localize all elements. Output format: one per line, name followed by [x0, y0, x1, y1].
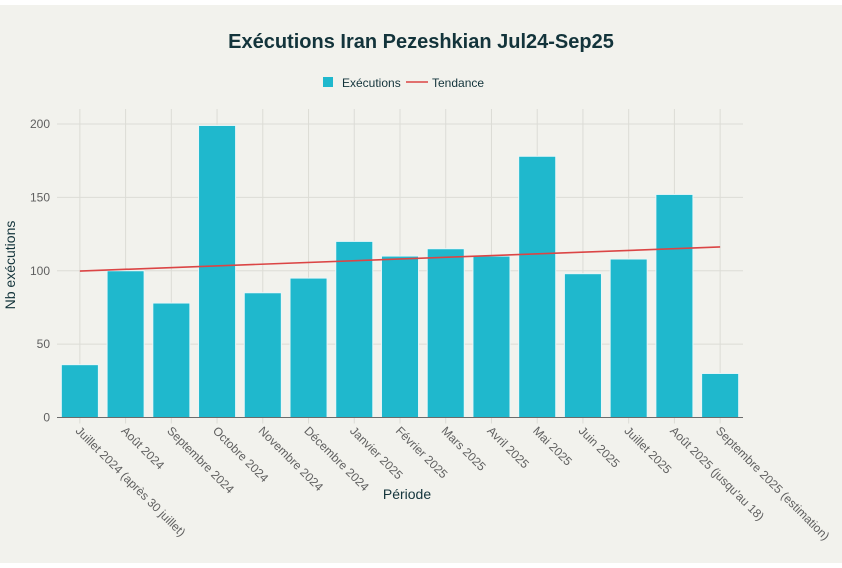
- y-axis-title: Nb exécutions: [2, 221, 18, 310]
- y-tick-label: 200: [30, 117, 50, 131]
- x-axis-title: Période: [383, 486, 431, 502]
- y-tick-label: 0: [43, 411, 50, 425]
- x-tick-label: Juin 2025: [576, 424, 623, 471]
- bar[interactable]: [60, 364, 99, 419]
- bar[interactable]: [563, 273, 602, 418]
- bar[interactable]: [426, 248, 465, 418]
- bar[interactable]: [152, 302, 191, 418]
- bar[interactable]: [106, 270, 145, 418]
- bar[interactable]: [198, 124, 237, 418]
- x-tick-label: Août 2024: [118, 424, 167, 473]
- y-tick-label: 50: [37, 337, 51, 351]
- chart-title: Exécutions Iran Pezeshkian Jul24-Sep25: [228, 31, 614, 53]
- x-tick-label: Août 2025 (jusqu'au 18): [667, 424, 767, 524]
- bar[interactable]: [655, 193, 694, 418]
- y-tick-label: 150: [30, 190, 50, 204]
- bar[interactable]: [243, 292, 282, 419]
- bar[interactable]: [609, 258, 648, 419]
- x-tick-label: Juillet 2025: [622, 424, 675, 477]
- bar[interactable]: [472, 255, 511, 419]
- y-axis-ticks: 0 50 100 150 200: [30, 117, 50, 425]
- x-axis-ticks: Juillet 2024 (après 30 juillet)Août 2024…: [73, 424, 833, 543]
- legend-label-tendance: Tendance: [432, 76, 484, 90]
- bar[interactable]: [701, 372, 740, 419]
- bar[interactable]: [289, 277, 328, 418]
- bars: [60, 124, 740, 419]
- y-tick-label: 100: [30, 264, 50, 278]
- trend-line: [79, 246, 721, 272]
- bar[interactable]: [335, 240, 374, 418]
- trend-line-group: [79, 246, 721, 272]
- legend: Exécutions Tendance: [323, 76, 484, 90]
- legend-label-executions: Exécutions: [342, 76, 401, 90]
- x-tick-label: Avril 2025: [484, 424, 532, 472]
- legend-swatch-executions: [323, 77, 333, 87]
- bar[interactable]: [380, 255, 420, 419]
- bar[interactable]: [518, 155, 557, 418]
- x-tick-label: Mai 2025: [530, 424, 575, 469]
